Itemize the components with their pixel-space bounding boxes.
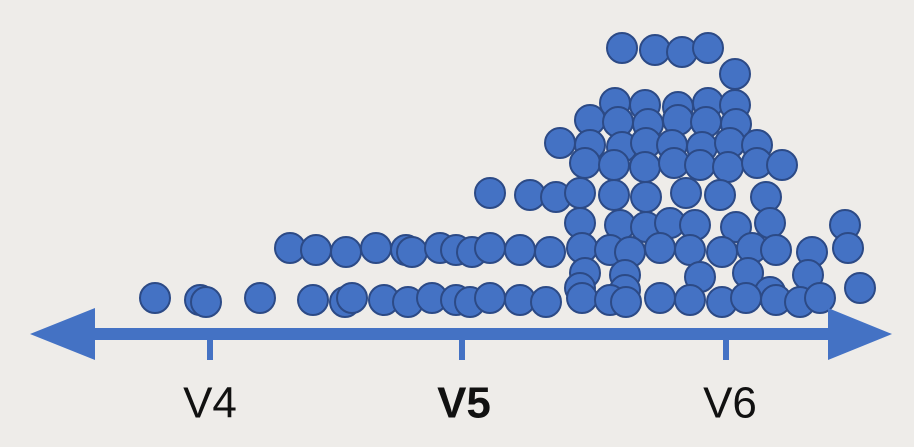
dot: [474, 282, 506, 314]
dot: [730, 282, 762, 314]
dot: [396, 236, 428, 268]
dot: [336, 282, 368, 314]
axis-label: V5: [437, 379, 491, 428]
arrow-right: [828, 308, 892, 360]
dot: [844, 272, 876, 304]
dot: [760, 234, 792, 266]
dot: [766, 149, 798, 181]
dot: [666, 36, 698, 68]
dot: [569, 147, 601, 179]
dot: [504, 234, 536, 266]
dot: [629, 151, 661, 183]
dot: [750, 181, 782, 213]
dot: [530, 286, 562, 318]
dot: [692, 32, 724, 64]
dot: [832, 232, 864, 264]
dot: [297, 284, 329, 316]
dot: [674, 234, 706, 266]
dot: [598, 149, 630, 181]
dot: [534, 236, 566, 268]
dot: [644, 232, 676, 264]
dot: [564, 177, 596, 209]
dot: [566, 282, 598, 314]
dot: [474, 232, 506, 264]
axis-label: V4: [183, 379, 237, 428]
dot: [630, 181, 662, 213]
dot: [754, 207, 786, 239]
arrow-left: [30, 308, 95, 360]
dot: [674, 284, 706, 316]
dot-cloud: [139, 32, 876, 318]
dot: [544, 127, 576, 159]
dot: [606, 32, 638, 64]
dot: [644, 282, 676, 314]
dot: [300, 234, 332, 266]
dot: [139, 282, 171, 314]
dot: [190, 286, 222, 318]
dot: [598, 179, 630, 211]
dot: [474, 177, 506, 209]
dot: [712, 151, 744, 183]
axis-label: V6: [703, 379, 757, 428]
dot: [719, 58, 751, 90]
dot: [360, 232, 392, 264]
dot: [706, 236, 738, 268]
dot: [670, 177, 702, 209]
dot: [684, 149, 716, 181]
dot: [804, 282, 836, 314]
dot: [330, 236, 362, 268]
dot: [610, 286, 642, 318]
dot: [639, 34, 671, 66]
dot: [704, 179, 736, 211]
dot: [244, 282, 276, 314]
